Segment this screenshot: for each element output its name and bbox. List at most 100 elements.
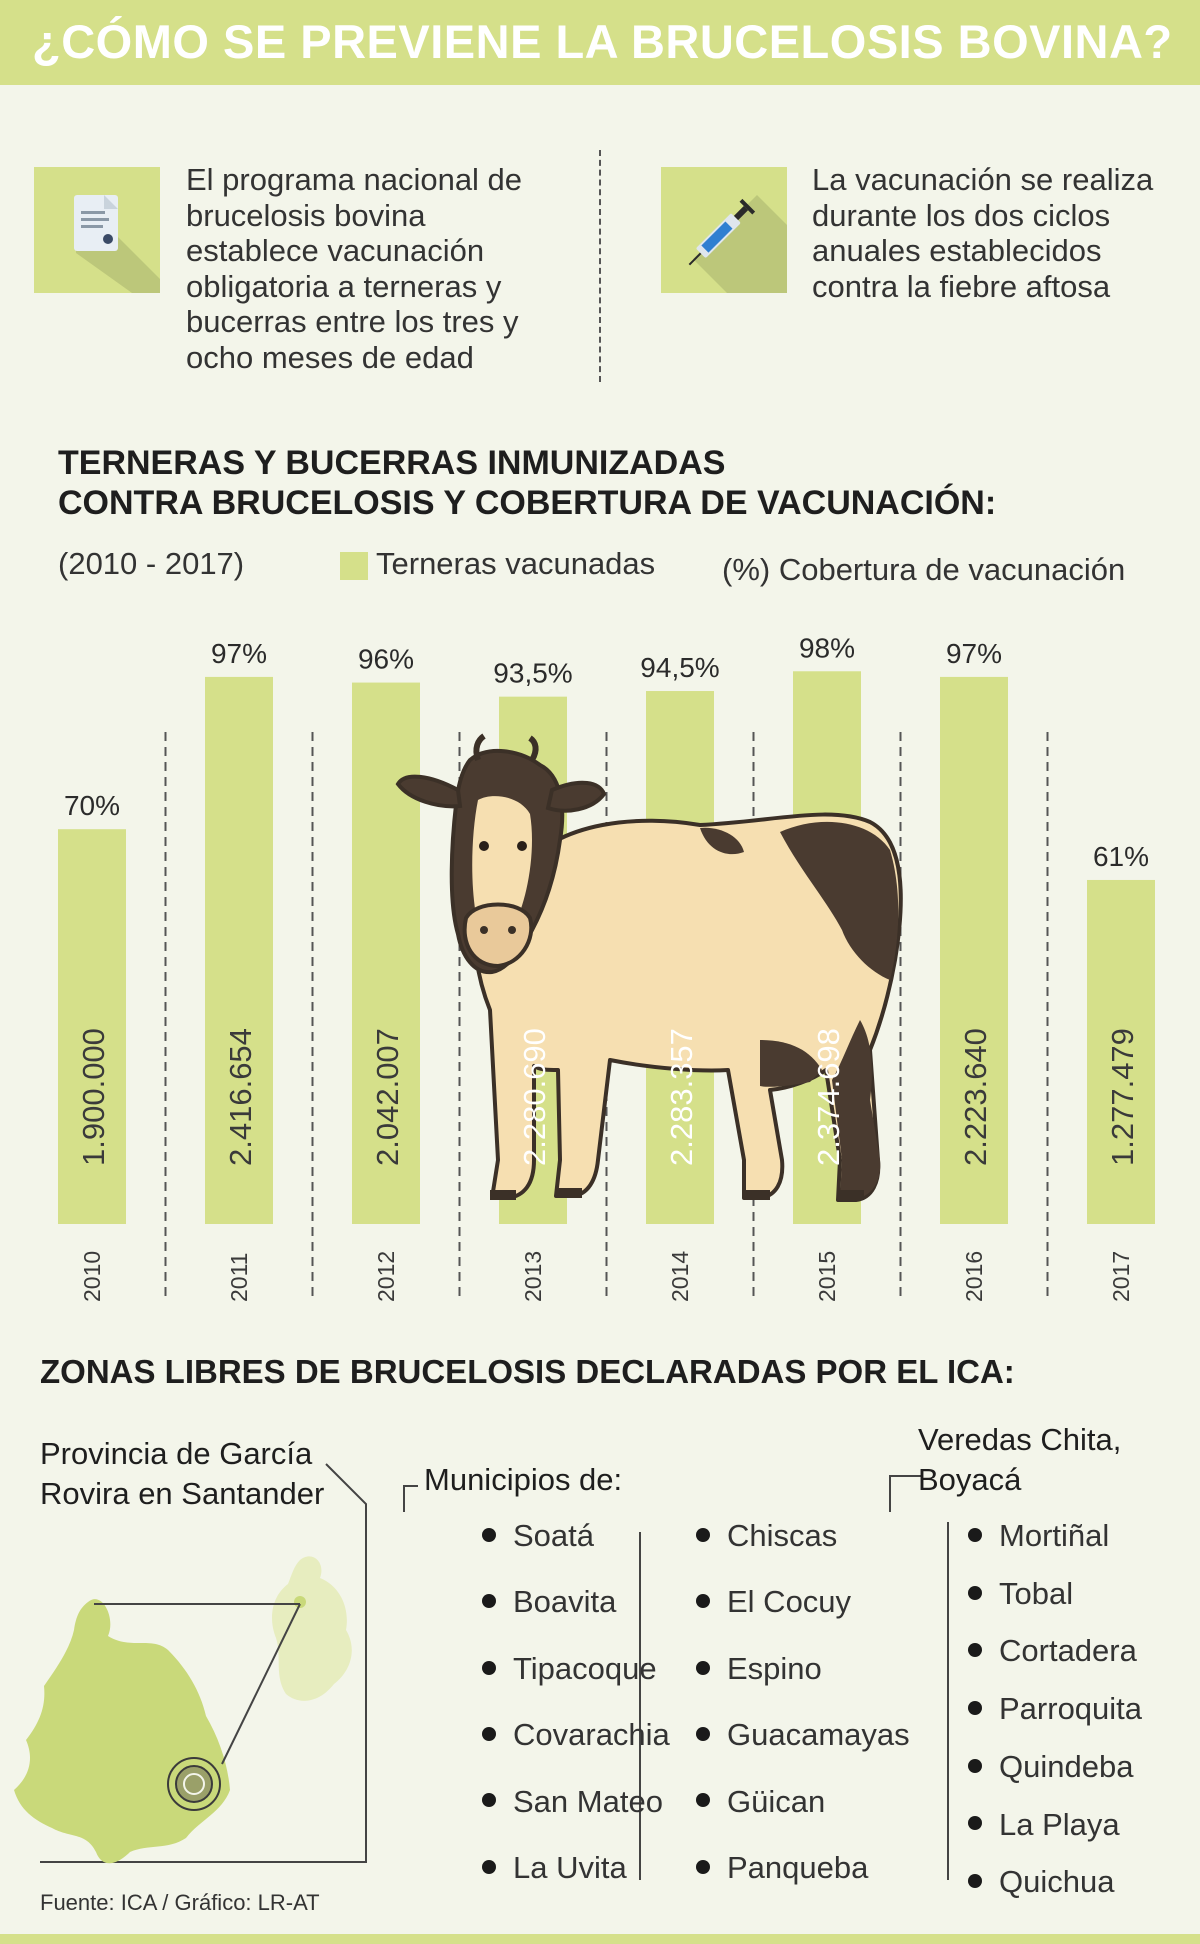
legend-coverage-label: (%) Cobertura de vacunación xyxy=(722,552,1126,587)
bar-value-label: 2.042.007 xyxy=(370,1028,405,1166)
list-item-label: La Playa xyxy=(999,1806,1120,1842)
bar-2010 xyxy=(58,829,126,1224)
chart-title-line2: CONTRA BRUCELOSIS Y COBERTURA DE VACUNAC… xyxy=(58,484,997,522)
list-item: El Cocuy xyxy=(696,1584,851,1620)
intro-left-text: El programa nacional de brucelosis bovin… xyxy=(186,162,523,375)
list-item-label: Tobal xyxy=(999,1575,1074,1611)
veredas-heading-line2: Boyacá xyxy=(918,1462,1022,1497)
list-item: Chiscas xyxy=(696,1518,837,1554)
bar-value-label: 2.283.357 xyxy=(664,1028,699,1166)
list-item: Güican xyxy=(696,1784,825,1820)
bar-value-label: 2.374.698 xyxy=(811,1028,846,1166)
list-item: San Mateo xyxy=(482,1784,663,1820)
list-item-label: Quichua xyxy=(999,1864,1115,1900)
list-item-label: Parroquita xyxy=(999,1691,1143,1727)
page-title: ¿CÓMO SE PREVIENE LA BRUCELOSIS BOVINA? xyxy=(32,15,1173,68)
bullet-icon xyxy=(482,1859,496,1874)
list-item-label: Güican xyxy=(727,1783,826,1819)
bullet-icon xyxy=(482,1594,496,1609)
list-item: Guacamayas xyxy=(696,1717,910,1753)
coverage-label: 61% xyxy=(1093,841,1149,872)
bullet-icon xyxy=(696,1727,710,1741)
x-tick-label: 2016 xyxy=(961,1251,987,1302)
bullet-icon xyxy=(696,1859,710,1874)
bar-2016 xyxy=(940,676,1008,1224)
x-tick-label: 2013 xyxy=(520,1251,546,1302)
coverage-label: 97% xyxy=(211,638,267,669)
chart-labels-layer: 70% 1.900.000 2010 97% 2.416.654 2011 96% 2.042… xyxy=(64,632,1149,1302)
coverage-label: 93,5% xyxy=(493,658,572,689)
bullet-icon xyxy=(968,1700,982,1715)
list-item-label: Guacamayas xyxy=(727,1717,910,1753)
colombia-map-outline xyxy=(272,1556,352,1701)
intro-right-text: La vacunación se realiza durante los dos… xyxy=(812,162,1154,304)
bar-value-label: 2.416.654 xyxy=(223,1028,258,1166)
legend-swatch xyxy=(340,552,368,580)
x-tick-label: 2010 xyxy=(79,1251,105,1302)
bar-value-label: 2.223.640 xyxy=(958,1028,993,1166)
bar-2011 xyxy=(205,676,273,1224)
list-item: Tipacoque xyxy=(482,1651,657,1687)
list-item: Mortiñal xyxy=(968,1518,1109,1554)
vaccination-bar-chart: 70% 1.900.000 2010 97% 2.416.654 2011 96% 2.042… xyxy=(58,632,1155,1302)
list-item: Quichua xyxy=(968,1864,1114,1900)
bullet-icon xyxy=(968,1758,982,1773)
bullet-icon xyxy=(696,1793,710,1808)
bullet-icon xyxy=(968,1874,982,1888)
province-label-line1: Provincia de García xyxy=(40,1436,313,1471)
coverage-label: 97% xyxy=(946,638,1002,669)
cow-illustration xyxy=(395,733,903,1202)
bullet-icon xyxy=(482,1660,496,1675)
bar-2012 xyxy=(352,682,420,1224)
source-credit: Fuente: ICA / Gráfico: LR-AT xyxy=(40,1890,320,1915)
municipios-heading: Municipios de: xyxy=(424,1462,623,1497)
coverage-label: 70% xyxy=(64,790,120,821)
chart-period: (2010 - 2017) xyxy=(58,546,245,581)
bar-2017 xyxy=(1087,879,1155,1224)
list-item-label: Boavita xyxy=(513,1584,617,1620)
list-item-label: Tipacoque xyxy=(513,1650,657,1686)
list-item-label: El Cocuy xyxy=(727,1584,852,1620)
list-item-label: Mortiñal xyxy=(999,1518,1110,1553)
document-seal-icon xyxy=(34,167,160,293)
list-item-label: Espino xyxy=(727,1650,822,1686)
list-item: Parroquita xyxy=(968,1691,1142,1727)
x-tick-label: 2017 xyxy=(1108,1251,1134,1302)
list-item-label: San Mateo xyxy=(513,1783,663,1819)
bar-value-label: 1.900.000 xyxy=(76,1028,111,1166)
list-item-label: Chiscas xyxy=(727,1518,838,1553)
list-item: Covarachia xyxy=(482,1717,670,1753)
bullet-icon xyxy=(968,1643,982,1658)
x-tick-label: 2011 xyxy=(226,1253,252,1302)
list-item-label: Quindeba xyxy=(999,1748,1134,1784)
syringe-icon xyxy=(661,167,787,293)
list-item-label: La Uvita xyxy=(513,1850,627,1885)
bullet-icon xyxy=(482,1527,496,1542)
chart-title-line1: TERNERAS Y BUCERRAS INMUNIZADAS xyxy=(58,444,726,482)
bullet-icon xyxy=(696,1527,710,1542)
bullet-icon xyxy=(696,1660,710,1675)
coverage-label: 96% xyxy=(358,644,414,675)
list-item-label: Covarachia xyxy=(513,1717,670,1753)
bullet-icon xyxy=(482,1727,496,1741)
list-item: Cortadera xyxy=(968,1633,1137,1669)
list-item: Espino xyxy=(696,1651,822,1687)
intro-divider xyxy=(599,150,601,382)
coverage-label: 94,5% xyxy=(640,652,719,683)
list-item-label: Panqueba xyxy=(727,1850,869,1885)
bar-value-label: 1.277.479 xyxy=(1105,1028,1140,1166)
list-item: Boavita xyxy=(482,1584,616,1620)
x-tick-label: 2014 xyxy=(667,1251,693,1302)
bar-value-label: 2.280.690 xyxy=(517,1028,552,1166)
bullet-icon xyxy=(968,1585,982,1600)
coverage-label: 98% xyxy=(799,632,855,663)
santander-map-shape xyxy=(14,1599,230,1864)
province-label-line2: Rovira en Santander xyxy=(40,1476,325,1511)
bullet-icon xyxy=(968,1527,982,1542)
x-tick-label: 2012 xyxy=(373,1251,399,1302)
veredas-heading-line1: Veredas Chita, xyxy=(918,1422,1122,1457)
list-item: Quindeba xyxy=(968,1749,1133,1785)
list-item: Soatá xyxy=(482,1518,594,1554)
bullet-icon xyxy=(696,1594,710,1609)
bullet-icon xyxy=(482,1793,496,1808)
